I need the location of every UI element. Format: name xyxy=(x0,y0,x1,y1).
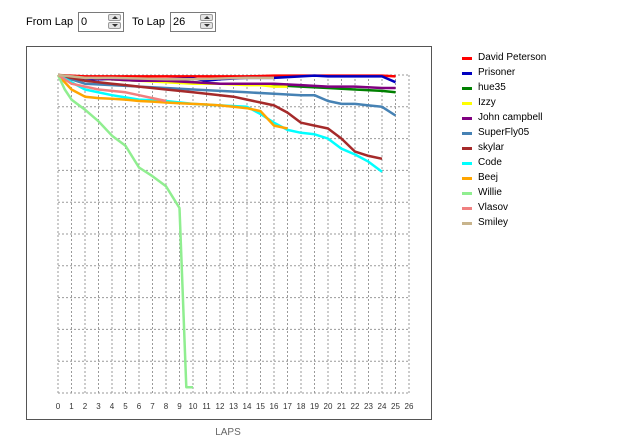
x-tick-label: 8 xyxy=(164,402,169,411)
series-line-willie xyxy=(56,74,193,389)
series-line-skylar xyxy=(57,73,383,161)
legend-item: Prisoner xyxy=(462,66,622,81)
x-tick-label: 24 xyxy=(378,402,387,411)
legend-item: Izzy xyxy=(462,96,622,111)
from-lap-input[interactable] xyxy=(81,14,105,29)
legend-swatch xyxy=(462,192,472,195)
series-line-vlasov xyxy=(57,73,167,103)
x-tick-label: 5 xyxy=(123,402,128,411)
x-tick-label: 19 xyxy=(310,402,319,411)
from-lap-spinner[interactable] xyxy=(78,12,124,32)
x-tick-label: 0 xyxy=(56,402,61,411)
legend-swatch xyxy=(462,57,472,60)
legend: David Peterson Prisoner hue35 Izzy John camp… xyxy=(462,51,622,231)
to-lap-label: To Lap xyxy=(132,16,166,28)
legend-label: hue35 xyxy=(478,82,506,93)
legend-swatch xyxy=(462,207,472,210)
legend-item: skylar xyxy=(462,141,622,156)
x-tick-label: 2 xyxy=(83,402,88,411)
to-lap-down-arrow-icon[interactable] xyxy=(200,22,213,29)
legend-swatch xyxy=(462,162,472,165)
legend-item: Smiley xyxy=(462,216,622,231)
x-tick-label: 3 xyxy=(96,402,101,411)
x-tick-label: 11 xyxy=(202,402,211,411)
x-tick-label: 21 xyxy=(337,402,346,411)
from-lap-down-arrow-icon[interactable] xyxy=(108,22,121,29)
lap-chart: 0 1 2 3 4 5 6 7 8 9 10 11 12 13 14 15 16 17 18 19 20 21 22 23 24… xyxy=(26,46,432,420)
x-tick-label: 7 xyxy=(150,402,155,411)
legend-item: SuperFly05 xyxy=(462,126,622,141)
legend-label: John campbell xyxy=(478,112,543,123)
legend-item: Beej xyxy=(462,171,622,186)
legend-label: Vlasov xyxy=(478,202,509,213)
to-lap-spinner[interactable] xyxy=(170,12,216,32)
lap-chart-svg: 0 1 2 3 4 5 6 7 8 9 10 11 12 13 14 15 16 17 18 19 20 21 22 23 24… xyxy=(56,73,414,411)
legend-swatch xyxy=(462,147,472,150)
x-tick-label: 25 xyxy=(391,402,400,411)
x-tick-label: 6 xyxy=(137,402,142,411)
from-lap-up-arrow-icon[interactable] xyxy=(108,14,121,21)
legend-label: Beej xyxy=(478,172,499,183)
legend-item: John campbell xyxy=(462,111,622,126)
x-tick-label: 18 xyxy=(297,402,306,411)
to-lap-up-arrow-icon[interactable] xyxy=(200,14,213,21)
series-line-beej xyxy=(57,74,288,130)
legend-label: Prisoner xyxy=(478,67,516,78)
to-lap-input[interactable] xyxy=(173,14,197,29)
x-tick-label: 4 xyxy=(110,402,115,411)
legend-item: Willie xyxy=(462,186,622,201)
legend-swatch xyxy=(462,87,472,90)
x-tick-label: 12 xyxy=(216,402,225,411)
x-tick-label: 16 xyxy=(270,402,279,411)
legend-label: SuperFly05 xyxy=(478,127,530,138)
legend-swatch xyxy=(462,117,472,120)
legend-swatch xyxy=(462,177,472,180)
from-lap-label: From Lap xyxy=(26,16,74,28)
x-tick-label: 17 xyxy=(283,402,292,411)
legend-item: Vlasov xyxy=(462,201,622,216)
legend-label: Izzy xyxy=(478,97,496,108)
legend-swatch xyxy=(462,132,472,135)
legend-item: David Peterson xyxy=(462,51,622,66)
legend-swatch xyxy=(462,102,472,105)
x-tick-label: 20 xyxy=(324,402,333,411)
x-tick-label: 22 xyxy=(351,402,360,411)
legend-label: Willie xyxy=(478,187,502,198)
series-line-smiley xyxy=(57,73,274,81)
x-tick-label: 15 xyxy=(256,402,265,411)
x-tick-label: 13 xyxy=(229,402,238,411)
legend-label: David Peterson xyxy=(478,52,547,63)
legend-label: Code xyxy=(478,157,502,168)
x-tick-label: 14 xyxy=(243,402,252,411)
legend-label: skylar xyxy=(478,142,505,153)
legend-item: hue35 xyxy=(462,81,622,96)
x-tick-label: 9 xyxy=(177,402,182,411)
x-axis-label: LAPS xyxy=(215,427,241,438)
x-tick-label: 23 xyxy=(364,402,373,411)
x-tick-label: 26 xyxy=(405,402,414,411)
legend-item: Code xyxy=(462,156,622,171)
series-line-john-campbell xyxy=(57,73,396,90)
legend-swatch xyxy=(462,72,472,75)
x-tick-label: 1 xyxy=(69,402,74,411)
legend-swatch xyxy=(462,222,472,225)
legend-label: Smiley xyxy=(478,217,509,228)
x-tick-label: 10 xyxy=(189,402,198,411)
